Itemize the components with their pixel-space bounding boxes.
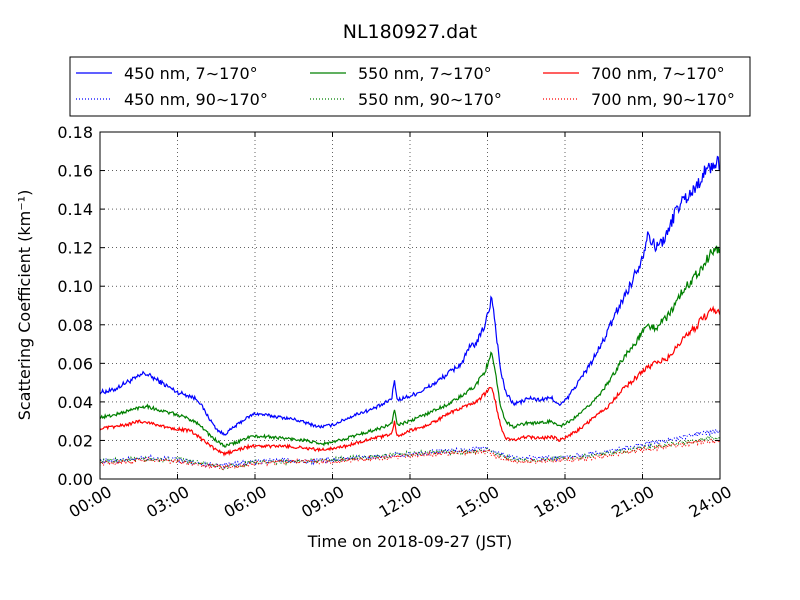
- legend-label-0: 450 nm, 7∼170°: [124, 64, 258, 83]
- y-tick-label: 0.04: [57, 393, 93, 412]
- y-tick-label: 0.18: [57, 123, 93, 142]
- x-tick-label: 15:00: [453, 482, 502, 522]
- y-tick-label: 0.12: [57, 239, 93, 258]
- y-tick-label: 0.10: [57, 277, 93, 296]
- legend-label-3: 550 nm, 90∼170°: [358, 90, 502, 109]
- x-tick-label: 18:00: [531, 482, 580, 522]
- grid: [99, 131, 721, 480]
- x-tick-label: 21:00: [608, 482, 657, 522]
- legend-label-5: 700 nm, 90∼170°: [591, 90, 735, 109]
- legend-label-1: 450 nm, 90∼170°: [124, 90, 268, 109]
- series-line-5: [99, 437, 721, 471]
- x-axis-label: Time on 2018-09-27 (JST): [307, 532, 512, 551]
- legend-label-4: 700 nm, 7∼170°: [591, 64, 725, 83]
- axis-ticks: [99, 131, 721, 480]
- y-tick-label: 0.14: [57, 200, 93, 219]
- x-tick-label: 12:00: [376, 482, 425, 522]
- y-axis-label: Scattering Coefficient (km⁻¹): [15, 190, 34, 421]
- x-tick-label: 24:00: [686, 482, 735, 522]
- y-tick-label: 0.16: [57, 162, 93, 181]
- legend-label-2: 550 nm, 7∼170°: [358, 64, 492, 83]
- x-tick-label: 03:00: [143, 482, 192, 522]
- series-line-1: [99, 428, 721, 470]
- x-tick-label: 09:00: [298, 482, 347, 522]
- y-tick-label: 0.08: [57, 316, 93, 335]
- chart-title: NL180927.dat: [343, 21, 478, 43]
- series-line-4: [99, 305, 721, 457]
- y-tick-label: 0.02: [57, 431, 93, 450]
- y-tick-labels: 0.00 0.02 0.04 0.06 0.08 0.10 0.12 0.14 0.16 0.18: [57, 123, 93, 489]
- series-line-3: [99, 434, 721, 471]
- y-tick-label: 0.00: [57, 470, 93, 489]
- series-layer: [99, 155, 721, 471]
- y-tick-label: 0.06: [57, 354, 93, 373]
- series-line-0: [99, 155, 721, 436]
- x-tick-labels: 00:00 03:00 06:00 09:00 12:00 15:00 18:00 21:00…: [66, 482, 735, 522]
- x-tick-label: 06:00: [221, 482, 270, 522]
- series-line-2: [99, 245, 721, 448]
- legend-box: [69, 56, 751, 117]
- legend: 450 nm, 7∼170° 550 nm, 7∼170° 700 nm, 7∼17…: [69, 56, 751, 117]
